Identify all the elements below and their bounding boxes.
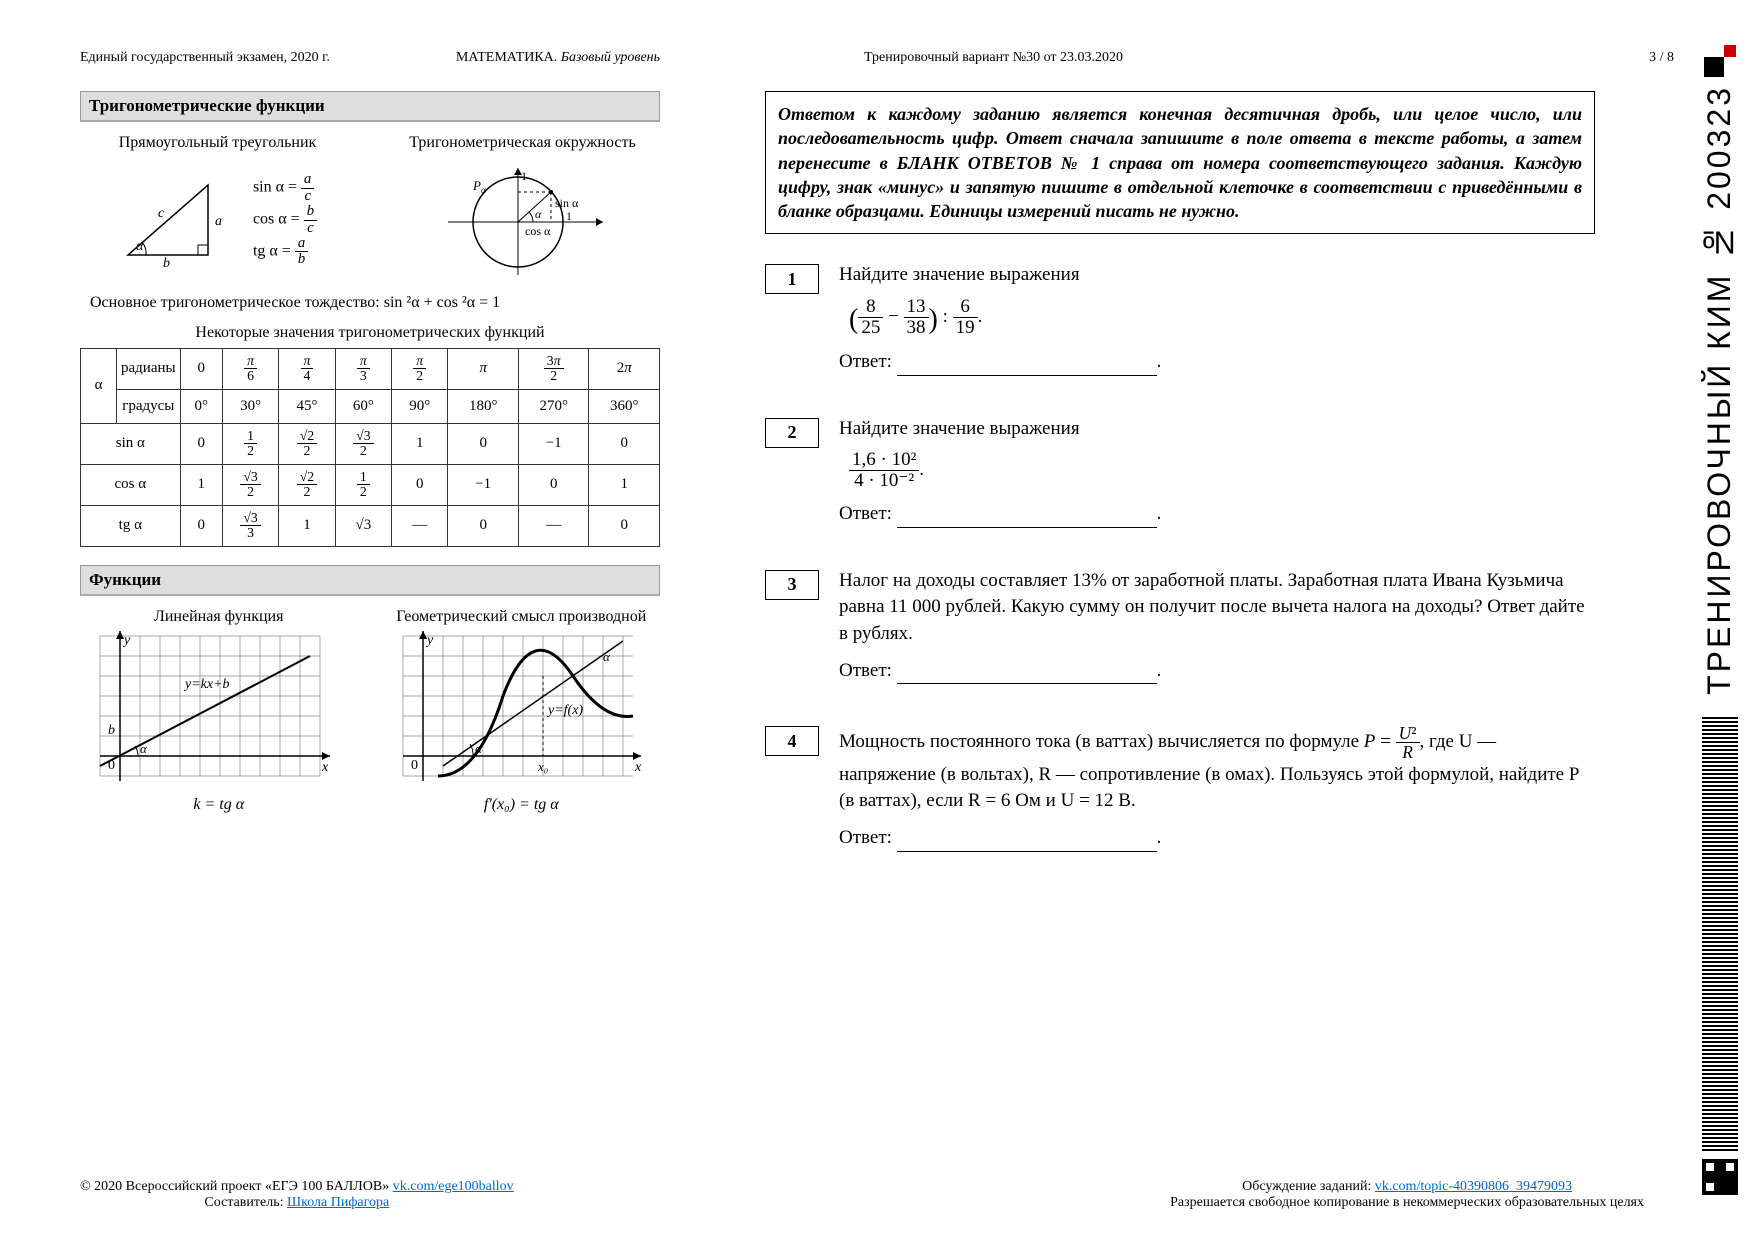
linear-function-graph: Линейная функция α b bbox=[80, 608, 358, 814]
svg-text:cos α: cos α bbox=[525, 224, 551, 238]
task-number: 3 bbox=[765, 570, 819, 600]
answer-input-2[interactable] bbox=[897, 510, 1157, 528]
svg-text:x: x bbox=[321, 760, 329, 775]
identity: Основное тригонометрическое тождество: s… bbox=[80, 294, 660, 312]
section-trig-title: Тригонометрические функции bbox=[80, 91, 660, 122]
svg-text:0: 0 bbox=[108, 758, 115, 773]
link-discussion[interactable]: vk.com/topic-40390806_39479093 bbox=[1375, 1179, 1572, 1194]
svg-text:y=kx+b: y=kx+b bbox=[183, 677, 230, 692]
barcode bbox=[1702, 715, 1738, 1151]
svg-text:a: a bbox=[215, 214, 222, 229]
variant: Тренировочный вариант №30 от 23.03.2020 bbox=[864, 50, 1123, 66]
section-func-title: Функции bbox=[80, 565, 660, 596]
side-strip: ТРЕНИРОВОЧНЫЙ КИМ № 200323 bbox=[1697, 45, 1742, 1195]
task-4: 4 Мощность постоянного тока (в ваттах) в… bbox=[765, 724, 1595, 851]
tasks-column: Ответом к каждому заданию является конеч… bbox=[765, 91, 1595, 892]
trig-table-caption: Некоторые значения тригонометрических фу… bbox=[80, 324, 660, 342]
svg-text:b: b bbox=[163, 256, 170, 270]
page-footer: © 2020 Всероссийский проект «ЕГЭ 100 БАЛ… bbox=[80, 1179, 1644, 1211]
triangle-diagram: α b a c sin α = ac cos α = bc tg α = ab bbox=[80, 160, 355, 280]
svg-text:y=f(x): y=f(x) bbox=[546, 703, 583, 718]
task-1-formula: (825 − 1338) : 619. bbox=[849, 297, 1595, 339]
trig-table: α радианы 0 π6 π4 π3 π2 π 3π2 2π градусы… bbox=[80, 348, 660, 547]
exam-name: Единый государственный экзамен, 2020 г. bbox=[80, 50, 330, 66]
svg-text:1: 1 bbox=[566, 209, 572, 223]
page-header: Единый государственный экзамен, 2020 г. … bbox=[80, 50, 1684, 66]
qr-code bbox=[1702, 1159, 1738, 1195]
answer-input-4[interactable] bbox=[897, 834, 1157, 852]
triangle-title: Прямоугольный треугольник bbox=[80, 134, 355, 152]
task-2: 2 Найдите значение выражения 1,6 · 10²4 … bbox=[765, 416, 1595, 528]
circle-title: Тригонометрическая окружность bbox=[385, 134, 660, 152]
subject: МАТЕМАТИКА. Базовый уровень bbox=[456, 50, 660, 66]
derivative-graph: Геометрический смысл производной bbox=[383, 608, 661, 814]
side-label: ТРЕНИРОВОЧНЫЙ КИМ № 200323 bbox=[1701, 85, 1738, 695]
task-2-formula: 1,6 · 10²4 · 10⁻². bbox=[849, 450, 1595, 491]
svg-text:x: x bbox=[634, 760, 642, 775]
svg-text:Pα: Pα bbox=[472, 178, 486, 195]
task-3: 3 Налог на доходы составляет 13% от зара… bbox=[765, 568, 1595, 684]
svg-text:y: y bbox=[425, 633, 434, 648]
svg-text:x₀: x₀ bbox=[537, 759, 548, 774]
trig-defs: sin α = ac cos α = bc tg α = ab bbox=[253, 172, 317, 268]
unit-circle-diagram: α Pα sin α cos α 1 1 bbox=[385, 160, 660, 280]
svg-text:α: α bbox=[475, 741, 483, 756]
instructions-box: Ответом к каждому заданию является конеч… bbox=[765, 91, 1595, 234]
task-number: 4 bbox=[765, 726, 819, 756]
answer-input-3[interactable] bbox=[897, 666, 1157, 684]
task-1: 1 Найдите значение выражения (825 − 1338… bbox=[765, 262, 1595, 375]
answer-input-1[interactable] bbox=[897, 358, 1157, 376]
task-number: 1 bbox=[765, 264, 819, 294]
link-ege100[interactable]: vk.com/ege100ballov bbox=[393, 1179, 514, 1194]
svg-text:y: y bbox=[122, 633, 131, 648]
svg-text:sin α: sin α bbox=[555, 196, 579, 210]
page-number: 3 / 8 bbox=[1649, 50, 1674, 66]
link-school[interactable]: Школа Пифагора bbox=[287, 1195, 389, 1210]
svg-text:1: 1 bbox=[521, 169, 527, 183]
svg-text:α: α bbox=[140, 741, 148, 756]
svg-text:c: c bbox=[158, 206, 165, 221]
task-number: 2 bbox=[765, 418, 819, 448]
reference-column: Тригонометрические функции Прямоугольный… bbox=[80, 91, 660, 892]
svg-text:0: 0 bbox=[411, 758, 418, 773]
svg-text:α: α bbox=[136, 239, 144, 254]
svg-text:b: b bbox=[108, 723, 115, 738]
logo-icon bbox=[1704, 45, 1736, 77]
svg-text:α: α bbox=[535, 207, 542, 221]
svg-text:α: α bbox=[603, 649, 611, 664]
page: Единый государственный экзамен, 2020 г. … bbox=[0, 0, 1754, 1241]
